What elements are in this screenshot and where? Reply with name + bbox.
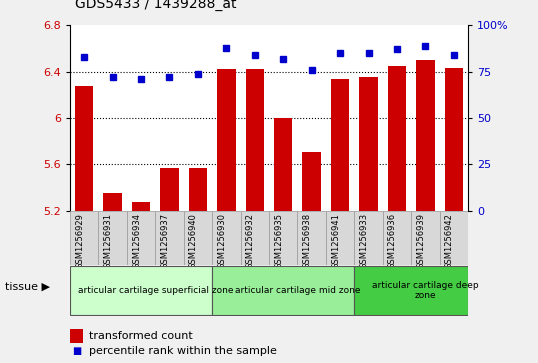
Bar: [411, 211, 440, 265]
Bar: [217, 69, 236, 211]
Bar: [383, 211, 411, 265]
Text: GSM1256935: GSM1256935: [274, 213, 283, 269]
Bar: [103, 193, 122, 211]
Bar: [298, 211, 326, 265]
Bar: [240, 211, 269, 265]
Text: tissue ▶: tissue ▶: [5, 282, 51, 292]
Bar: [359, 77, 378, 211]
Bar: [160, 168, 179, 211]
Text: articular cartilage deep
zone: articular cartilage deep zone: [372, 281, 479, 300]
Bar: [444, 68, 463, 211]
Bar: [189, 168, 207, 211]
Text: GSM1256937: GSM1256937: [160, 213, 169, 269]
Bar: [355, 211, 383, 265]
Bar: [326, 211, 355, 265]
Text: articular cartilage superficial zone: articular cartilage superficial zone: [77, 286, 233, 295]
Text: GSM1256936: GSM1256936: [388, 213, 397, 269]
Bar: [155, 211, 183, 265]
Text: GSM1256940: GSM1256940: [189, 213, 198, 269]
Bar: [388, 66, 406, 211]
Bar: [70, 266, 212, 315]
Bar: [212, 211, 240, 265]
Bar: [302, 151, 321, 211]
Text: GSM1256930: GSM1256930: [217, 213, 226, 269]
Text: GSM1256929: GSM1256929: [75, 213, 84, 269]
Text: transformed count: transformed count: [89, 331, 193, 341]
Bar: [98, 211, 127, 265]
Text: ■: ■: [72, 346, 81, 356]
Bar: [274, 118, 293, 211]
Bar: [331, 79, 349, 211]
Text: GSM1256942: GSM1256942: [445, 213, 454, 269]
Text: GSM1256931: GSM1256931: [104, 213, 112, 269]
Text: GSM1256932: GSM1256932: [246, 213, 255, 269]
Bar: [245, 69, 264, 211]
Text: percentile rank within the sample: percentile rank within the sample: [89, 346, 277, 356]
Text: GSM1256941: GSM1256941: [331, 213, 340, 269]
Bar: [212, 266, 355, 315]
Text: GSM1256933: GSM1256933: [359, 213, 369, 269]
Text: GDS5433 / 1439288_at: GDS5433 / 1439288_at: [75, 0, 237, 11]
Bar: [132, 203, 150, 211]
Bar: [75, 86, 94, 211]
Text: articular cartilage mid zone: articular cartilage mid zone: [235, 286, 360, 295]
Bar: [70, 211, 98, 265]
Bar: [127, 211, 155, 265]
Text: GSM1256939: GSM1256939: [416, 213, 426, 269]
Bar: [440, 211, 468, 265]
Bar: [416, 60, 435, 211]
Text: GSM1256934: GSM1256934: [132, 213, 141, 269]
Bar: [269, 211, 298, 265]
Bar: [355, 266, 468, 315]
Text: GSM1256938: GSM1256938: [303, 213, 312, 269]
Bar: [183, 211, 212, 265]
